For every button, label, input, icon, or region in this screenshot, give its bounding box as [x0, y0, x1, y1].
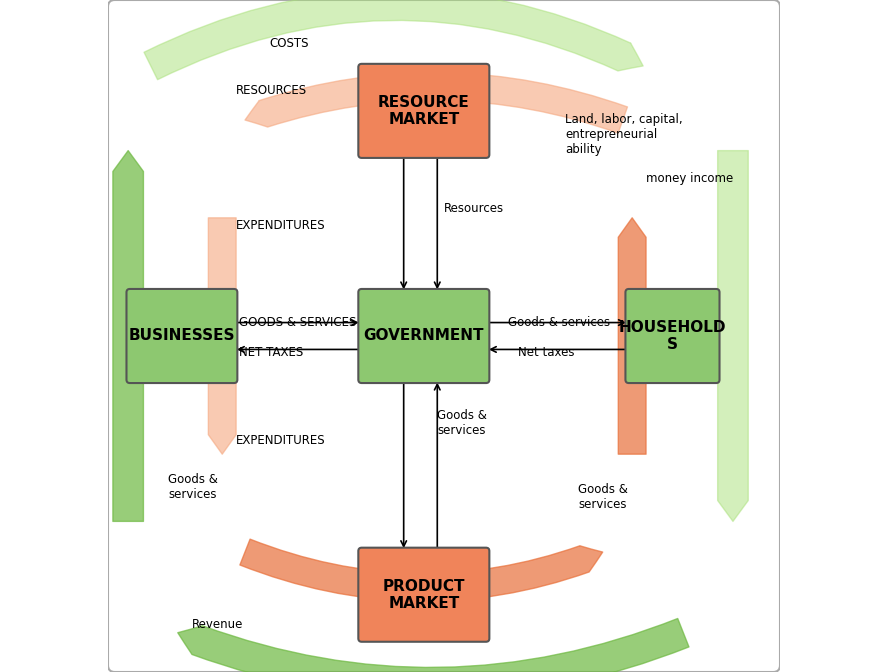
FancyBboxPatch shape — [126, 289, 237, 383]
Text: Resources: Resources — [444, 202, 504, 215]
Text: HOUSEHOLD
S: HOUSEHOLD S — [619, 320, 726, 352]
Text: Goods &
services: Goods & services — [169, 473, 218, 501]
Text: Revenue: Revenue — [192, 618, 243, 632]
Text: Goods &
services: Goods & services — [578, 483, 629, 511]
Text: COSTS: COSTS — [269, 37, 309, 50]
FancyArrowPatch shape — [144, 0, 643, 80]
Text: RESOURCES: RESOURCES — [235, 84, 307, 97]
Text: PRODUCT
MARKET: PRODUCT MARKET — [383, 579, 465, 611]
Text: GOODS & SERVICES: GOODS & SERVICES — [239, 316, 356, 329]
FancyArrowPatch shape — [209, 218, 236, 454]
Text: NET TAXES: NET TAXES — [239, 346, 304, 360]
FancyBboxPatch shape — [359, 64, 489, 158]
Text: GOVERNMENT: GOVERNMENT — [363, 329, 484, 343]
FancyArrowPatch shape — [618, 218, 646, 454]
FancyArrowPatch shape — [718, 151, 749, 521]
FancyArrowPatch shape — [245, 73, 628, 133]
Text: Goods &
services: Goods & services — [437, 409, 488, 437]
Text: Goods & services: Goods & services — [508, 316, 610, 329]
FancyArrowPatch shape — [240, 539, 603, 601]
FancyBboxPatch shape — [359, 289, 489, 383]
FancyArrowPatch shape — [113, 151, 144, 521]
FancyBboxPatch shape — [359, 548, 489, 642]
FancyArrowPatch shape — [178, 618, 689, 672]
FancyBboxPatch shape — [625, 289, 719, 383]
Text: EXPENDITURES: EXPENDITURES — [235, 433, 325, 447]
Text: money income: money income — [646, 171, 733, 185]
Text: Land, labor, capital,
entrepreneurial
ability: Land, labor, capital, entrepreneurial ab… — [565, 113, 683, 156]
Text: EXPENDITURES: EXPENDITURES — [235, 218, 325, 232]
FancyBboxPatch shape — [108, 0, 780, 672]
Text: RESOURCE
MARKET: RESOURCE MARKET — [378, 95, 470, 127]
Text: Net taxes: Net taxes — [518, 346, 575, 360]
Text: BUSINESSES: BUSINESSES — [129, 329, 235, 343]
